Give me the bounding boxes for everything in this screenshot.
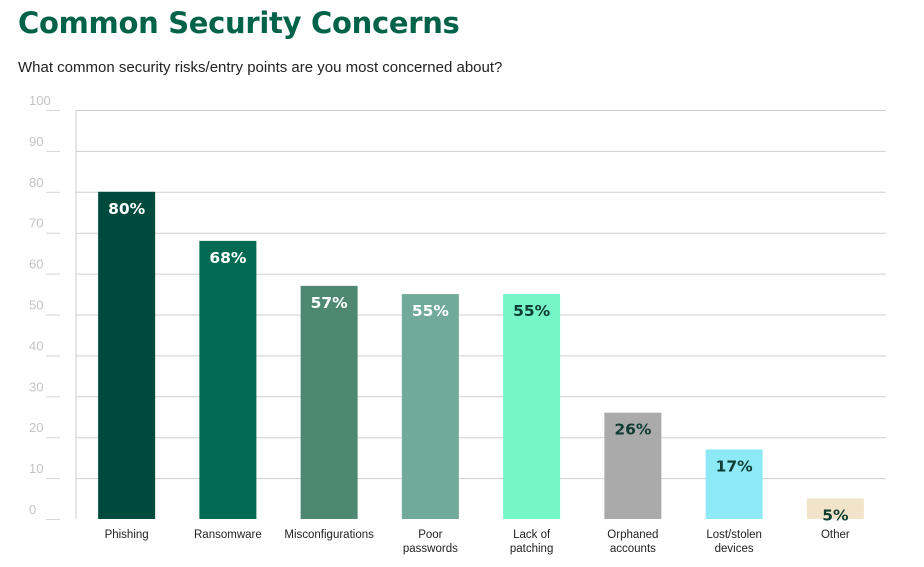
bar [503, 294, 561, 519]
y-tick-label: 50 [29, 298, 43, 313]
y-tick-label: 40 [29, 338, 43, 353]
bars [98, 191, 864, 520]
x-tick-label-line: Lack of [513, 529, 551, 541]
y-tick-label: 10 [29, 461, 43, 476]
x-tick-label: Phishing [105, 529, 149, 541]
bar [300, 285, 358, 519]
x-tick-label: Lost/stolen devices [706, 529, 762, 555]
x-tick-label-line: devices [715, 543, 754, 555]
bar [604, 412, 662, 519]
bar [806, 498, 864, 519]
x-tick-label: Orphaned accounts [607, 529, 658, 555]
x-tick-label-line: patching [510, 543, 553, 555]
data-label: 57% [311, 294, 349, 312]
y-tick-label: 80 [29, 175, 43, 190]
x-tick-label-line: Phishing [105, 529, 149, 541]
data-label: 17% [716, 457, 754, 475]
x-tick-label-line: Other [821, 529, 850, 541]
data-label: 26% [614, 421, 652, 439]
x-axis-ticks: Phishing Ransomware Misconfigurations Poor p… [105, 529, 850, 555]
bar [705, 449, 763, 519]
x-tick-label-line: Misconfigurations [284, 529, 374, 541]
data-label: 68% [209, 249, 247, 267]
bar [401, 294, 459, 519]
chart-subtitle: What common security risks/entry points … [18, 59, 503, 76]
data-label: 55% [412, 302, 450, 320]
x-tick-label: Misconfigurations [284, 529, 374, 541]
data-labels: 80% 68% 57% 55% 55% 26% 17% 5% [108, 200, 849, 525]
y-tick-label: 100 [29, 93, 51, 108]
y-axis-ticks: 0 10 20 30 40 50 60 70 80 90 100 [29, 93, 51, 517]
y-tick-label: 90 [29, 134, 43, 149]
data-label: 5% [822, 507, 849, 525]
data-label: 80% [108, 200, 146, 218]
x-tick-label: Ransomware [194, 529, 262, 541]
bar [98, 191, 156, 520]
bar [199, 240, 257, 519]
y-tick-label: 20 [29, 420, 43, 435]
x-tick-label: Other [821, 529, 850, 541]
chart-title: Common Security Concerns [18, 6, 460, 40]
data-label: 55% [513, 302, 551, 320]
x-tick-label-line: Ransomware [194, 529, 262, 541]
y-tick-label: 70 [29, 216, 43, 231]
x-tick-label: Poor passwords [403, 529, 458, 555]
x-tick-label-line: passwords [403, 543, 458, 555]
x-tick-label: Lack of patching [510, 529, 553, 555]
y-tick-label: 30 [29, 379, 43, 394]
x-tick-label-line: Poor [418, 529, 442, 541]
y-tick-label: 60 [29, 257, 43, 272]
y-tick-label: 0 [29, 502, 36, 517]
x-tick-label-line: Orphaned [607, 529, 658, 541]
x-tick-label-line: Lost/stolen [706, 529, 762, 541]
x-tick-label-line: accounts [610, 543, 656, 555]
